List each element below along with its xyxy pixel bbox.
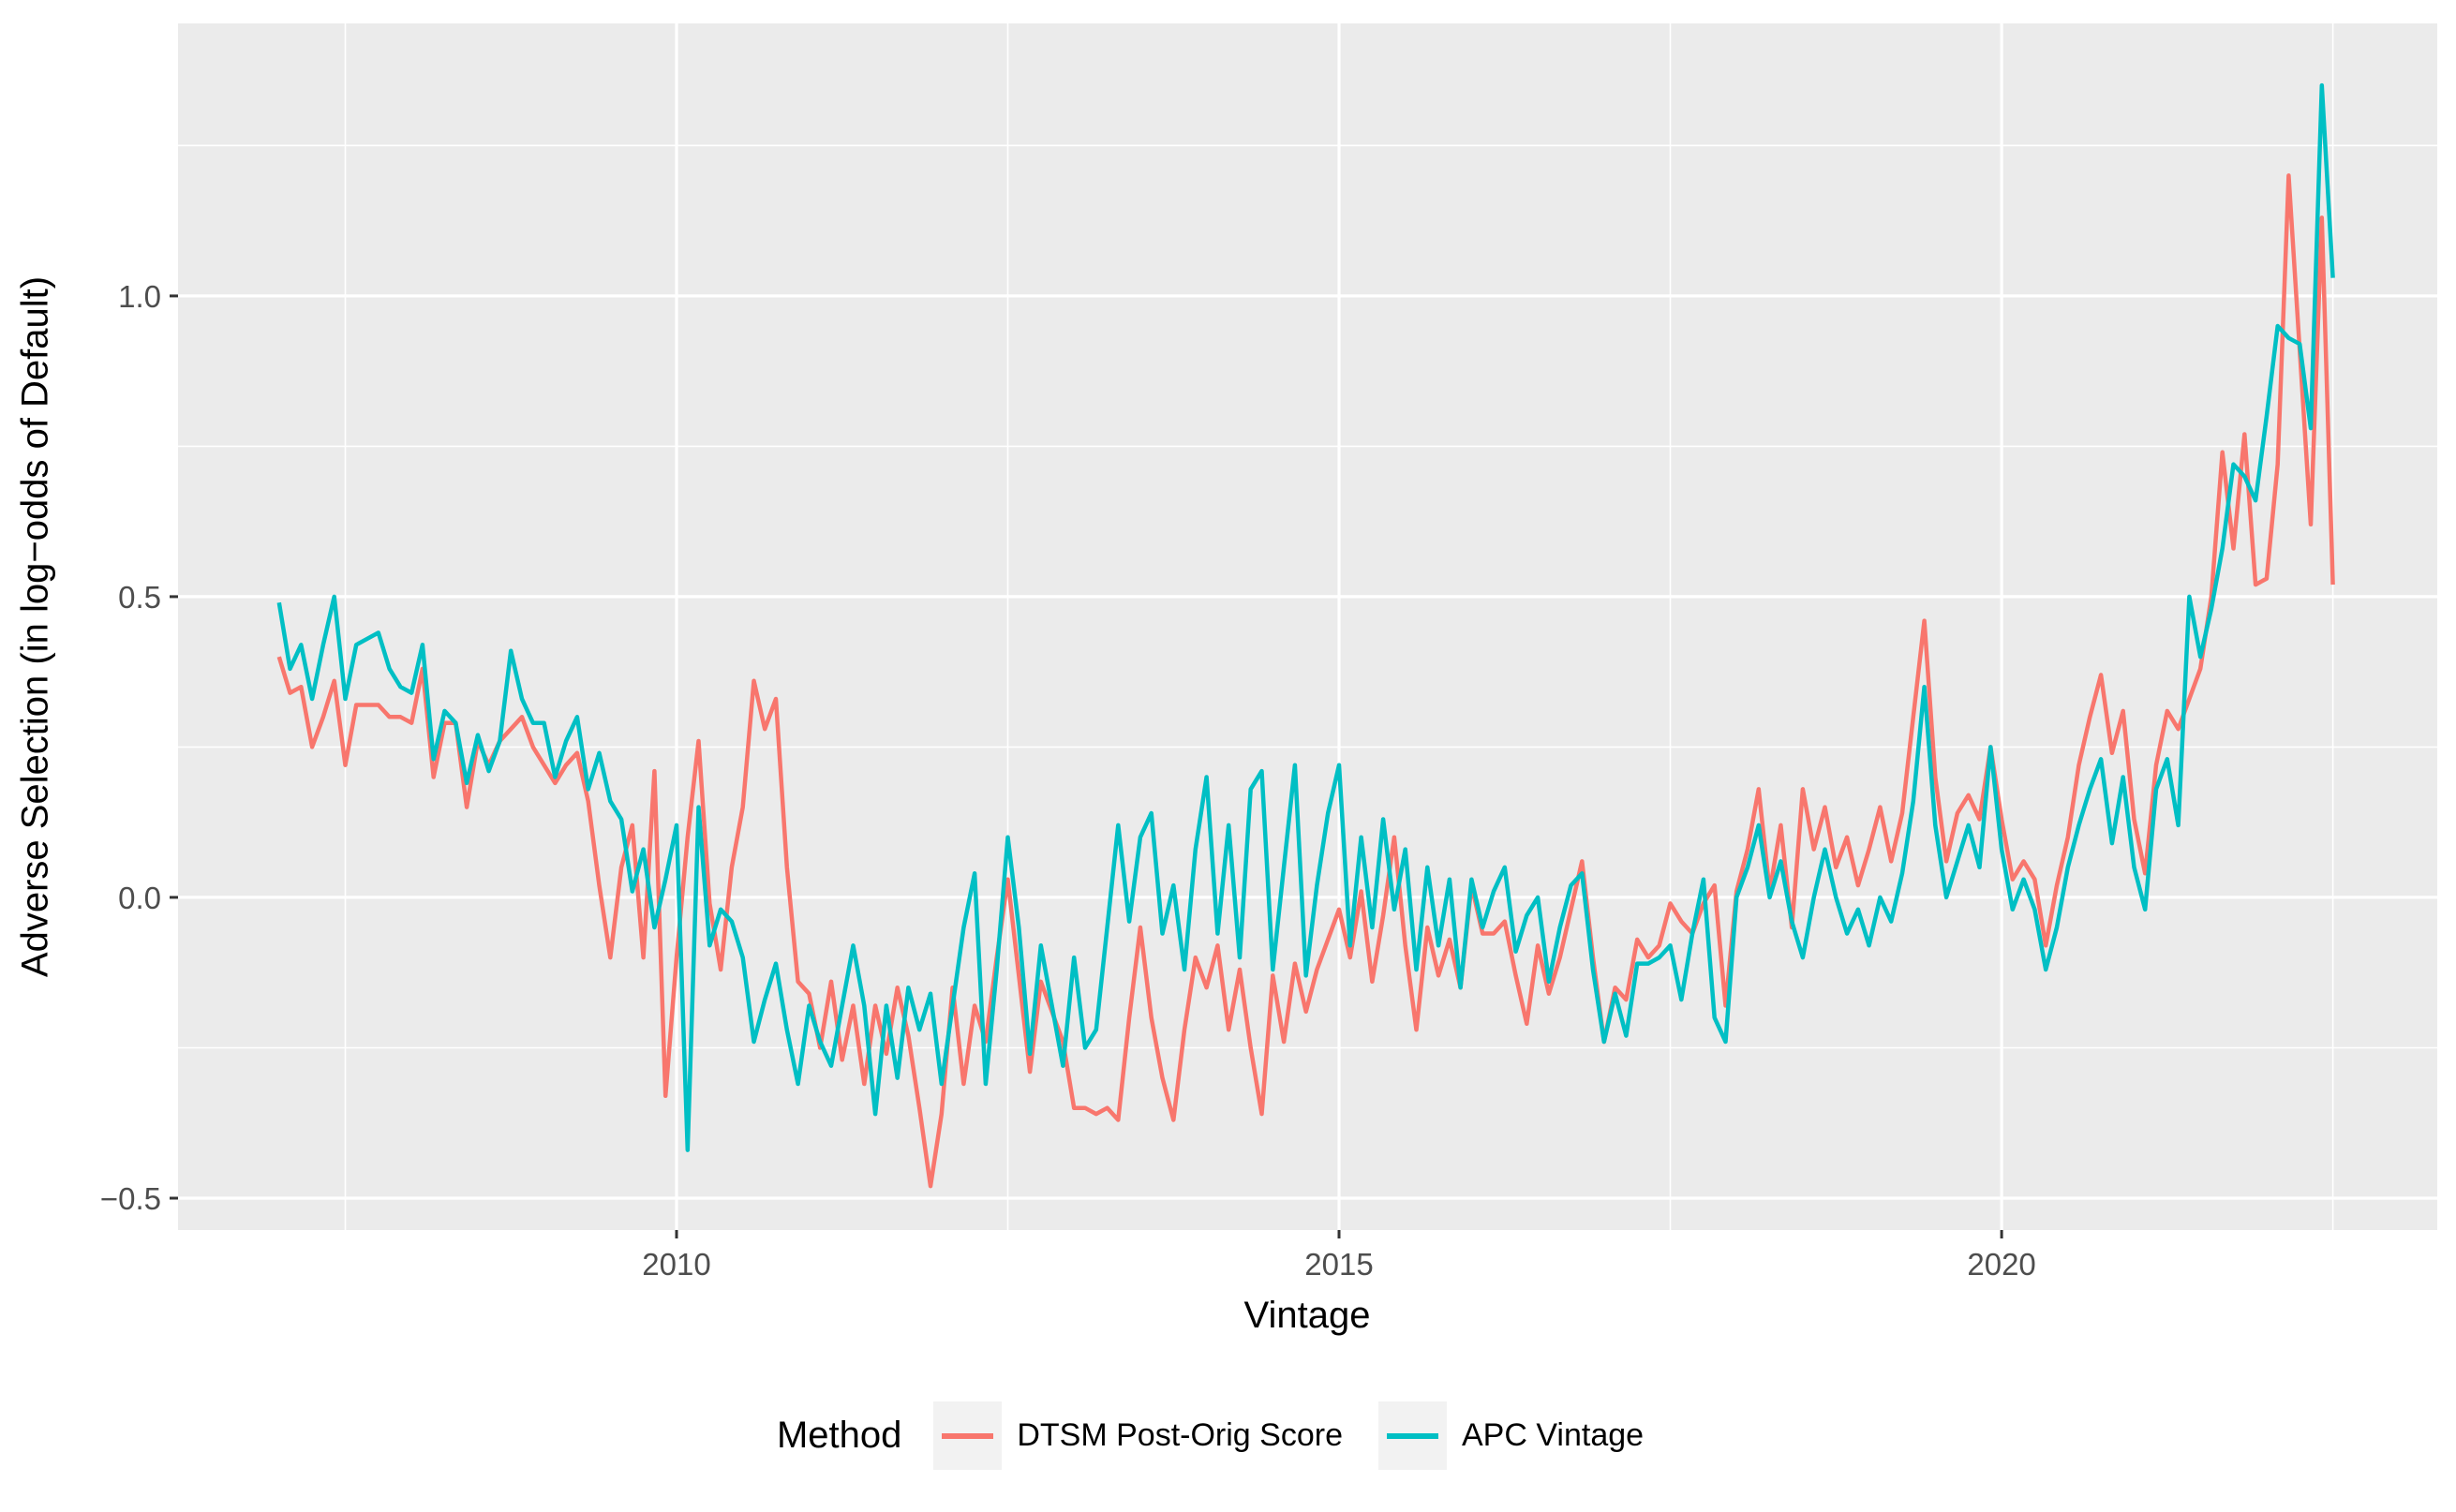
legend-key-line-teal: [1386, 1432, 1438, 1439]
x-axis-title: Vintage: [1243, 1295, 1371, 1336]
x-tick-label: 2015: [1304, 1247, 1373, 1282]
legend-item-apc-vintage: APC Vintage: [1377, 1401, 1645, 1470]
plot-panel: [178, 23, 2437, 1230]
legend: Method DTSM Post-Orig Score APC Vintage: [0, 1401, 2456, 1470]
legend-item-label: DTSM Post-Orig Score: [1017, 1417, 1343, 1453]
legend-item-label: APC Vintage: [1461, 1417, 1645, 1453]
series-lines: [276, 82, 2335, 1189]
legend-key-box: [933, 1401, 1003, 1470]
x-tick-label: 2020: [1967, 1247, 2035, 1282]
y-tick-label: 1.0: [118, 279, 161, 314]
y-axis-title: Adverse Selection (in log−odds of Defaul…: [14, 275, 56, 978]
y-tick-label: −0.5: [100, 1181, 161, 1216]
legend-item-dtsm-post-orig-score: DTSM Post-Orig Score: [933, 1401, 1343, 1470]
legend-key-box: [1377, 1401, 1447, 1470]
gridlines-minor: [178, 23, 2437, 1230]
legend-key-line-red: [942, 1432, 994, 1439]
x-tick-label: 2010: [642, 1247, 710, 1282]
series-line-apc-vintage: [276, 82, 2335, 1152]
legend-title: Method: [776, 1415, 902, 1456]
axis-tick-labels: 2010 2015 2020 1.0 0.5 0.0 −0.5: [100, 279, 2036, 1282]
y-tick-label: 0.5: [118, 580, 161, 615]
y-tick-label: 0.0: [118, 881, 161, 915]
axis-tick-marks: [170, 294, 2003, 1238]
